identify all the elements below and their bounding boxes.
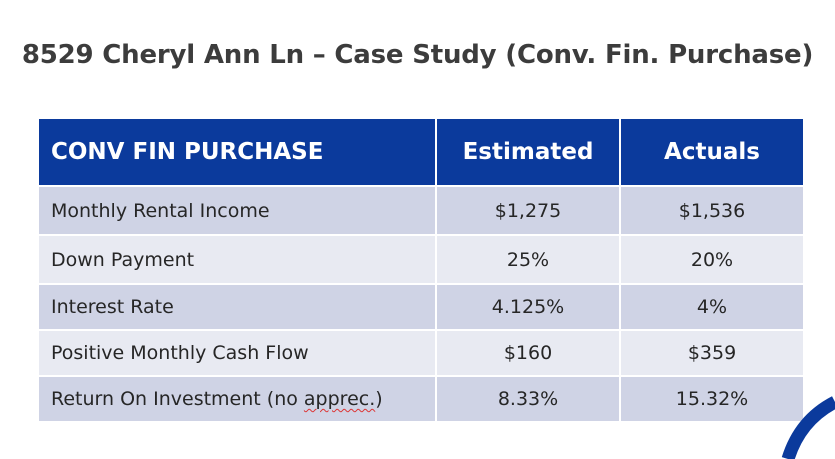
table-row: Monthly Rental Income $1,275 $1,536 [37,185,805,236]
estimated-value: 25% [435,234,621,285]
row-label: Positive Monthly Cash Flow [37,329,437,377]
table-header-row: CONV FIN PURCHASE Estimated Actuals [37,117,805,187]
actual-value: 20% [619,234,805,285]
row-label-prefix: Return On Investment (no [51,388,304,410]
estimated-value: $1,275 [435,185,621,236]
slide-title: 8529 Cheryl Ann Ln – Case Study (Conv. F… [21,40,814,70]
row-label: Return On Investment (no apprec.) [37,375,437,423]
table-row: Positive Monthly Cash Flow $160 $359 [37,329,805,377]
table-row: Return On Investment (no apprec.) 8.33% … [37,375,805,423]
header-actuals: Actuals [619,117,805,187]
estimated-value: 4.125% [435,283,621,331]
case-study-table: CONV FIN PURCHASE Estimated Actuals Mont… [37,117,805,423]
table-row: Interest Rate 4.125% 4% [37,283,805,331]
header-estimated: Estimated [435,117,621,187]
actual-value: $1,536 [619,185,805,236]
row-label: Interest Rate [37,283,437,331]
actual-value: 4% [619,283,805,331]
actual-value: 15.32% [619,375,805,423]
row-label-suffix: ) [375,388,383,410]
table-row: Down Payment 25% 20% [37,234,805,285]
estimated-value: 8.33% [435,375,621,423]
row-label: Down Payment [37,234,437,285]
estimated-value: $160 [435,329,621,377]
actual-value: $359 [619,329,805,377]
header-conv-fin-purchase: CONV FIN PURCHASE [37,117,437,187]
spellcheck-flagged-word: apprec. [303,388,376,410]
row-label: Monthly Rental Income [37,185,437,236]
